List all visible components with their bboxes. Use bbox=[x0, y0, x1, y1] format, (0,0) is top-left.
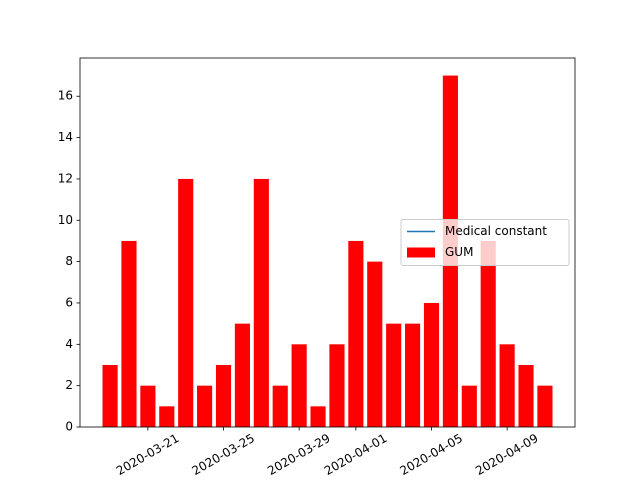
bar bbox=[461, 385, 477, 427]
bar bbox=[121, 240, 137, 427]
x-tick-label: 2020-03-29 bbox=[265, 431, 332, 478]
legend-swatch bbox=[407, 247, 435, 258]
legend: Medical constant GUM bbox=[400, 219, 570, 266]
axes-frame bbox=[79, 57, 576, 428]
bar bbox=[499, 344, 515, 427]
bar bbox=[310, 406, 326, 427]
y-tick-label: 14 bbox=[58, 130, 73, 144]
y-tick-label: 16 bbox=[58, 89, 73, 103]
bar bbox=[329, 344, 345, 427]
bar bbox=[518, 364, 534, 427]
x-tick-label: 2020-04-09 bbox=[473, 431, 540, 478]
bar bbox=[405, 323, 421, 427]
y-tick-label: 10 bbox=[58, 213, 73, 227]
bar bbox=[291, 344, 307, 427]
x-tick-label: 2020-03-25 bbox=[190, 431, 257, 478]
bar bbox=[253, 178, 269, 427]
bar bbox=[140, 385, 156, 427]
y-tick-label: 2 bbox=[65, 378, 73, 392]
y-tick-label: 6 bbox=[65, 295, 73, 309]
y-tick-label: 8 bbox=[65, 254, 73, 268]
legend-label: Medical constant bbox=[445, 224, 547, 238]
bar bbox=[537, 385, 553, 427]
legend-box bbox=[400, 219, 570, 266]
bar bbox=[423, 302, 440, 427]
bar bbox=[215, 364, 232, 427]
bar bbox=[197, 385, 213, 427]
y-tick-label: 0 bbox=[65, 420, 73, 434]
bar bbox=[480, 240, 496, 427]
x-tick-label: 2020-04-05 bbox=[398, 431, 465, 478]
x-tick-label: 2020-04-01 bbox=[322, 431, 389, 478]
bar bbox=[367, 261, 383, 427]
bar bbox=[386, 323, 402, 427]
bar bbox=[102, 364, 118, 427]
bar bbox=[272, 385, 288, 427]
x-tick-label: 2020-03-21 bbox=[114, 431, 181, 478]
y-tick-label: 12 bbox=[58, 171, 73, 185]
legend-label: GUM bbox=[445, 245, 473, 259]
bar bbox=[178, 178, 194, 427]
bar bbox=[348, 240, 364, 427]
y-tick-label: 4 bbox=[65, 337, 73, 351]
bar bbox=[234, 323, 250, 427]
bar bbox=[159, 406, 175, 427]
